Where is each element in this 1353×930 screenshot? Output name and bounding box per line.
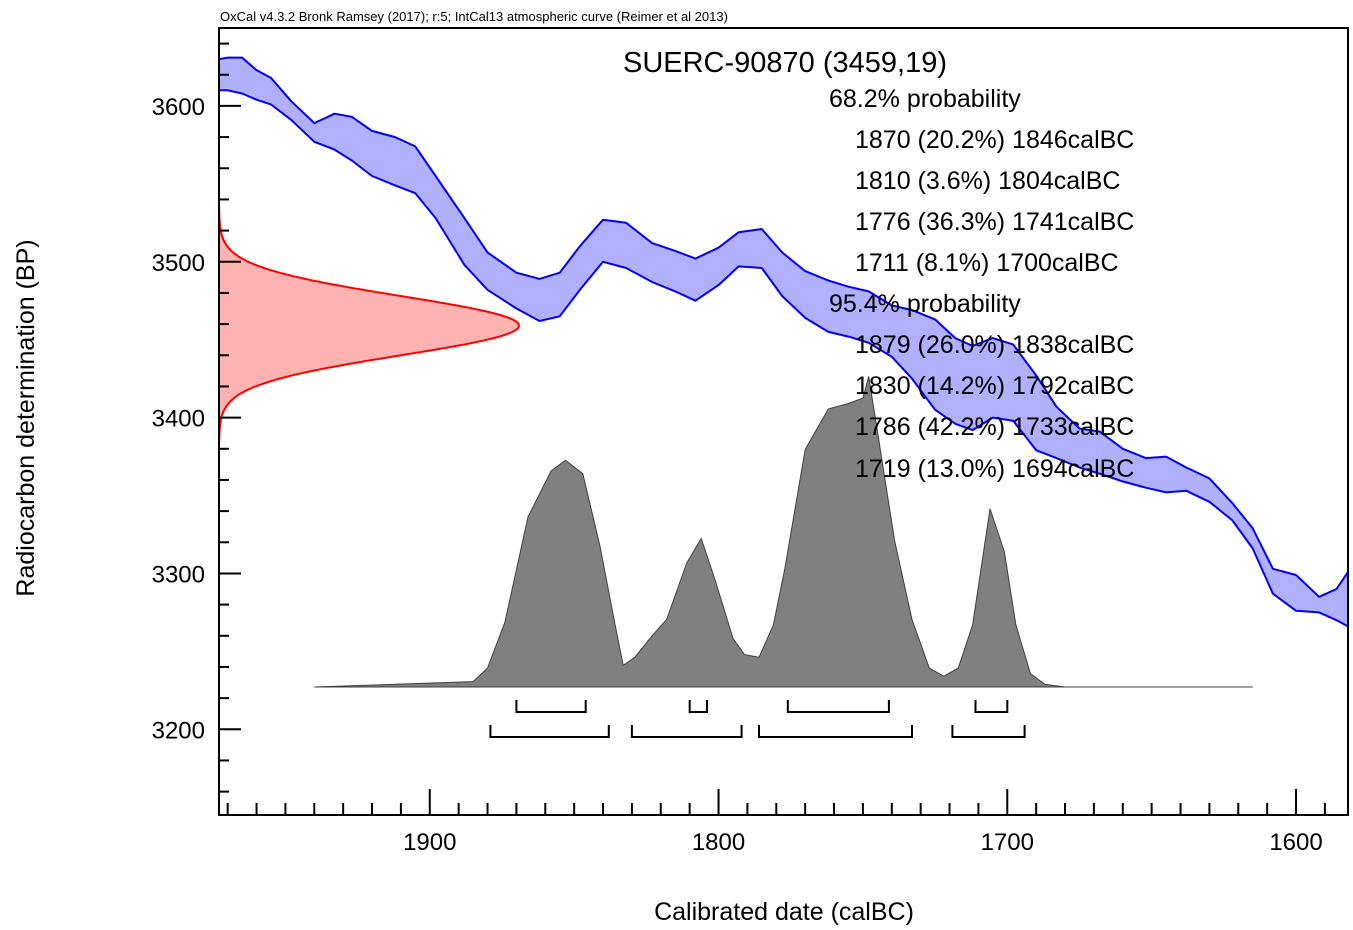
probability-text-block: 68.2% probability 1870 (20.2%) 1846calBC… [829, 85, 1134, 483]
y-tick-label: 3300 [152, 561, 205, 588]
range-68-bracket-2 [688, 700, 708, 713]
prob-line-68-2: 1810 (3.6%) 1804calBC [855, 167, 1120, 195]
range-68-bracket-4 [974, 700, 1009, 713]
x-tick-label: 1800 [692, 829, 745, 856]
measurement-distribution [219, 206, 521, 446]
range-95-bracket-2 [630, 725, 743, 738]
prob-line-68-3: 1776 (36.3%) 1741calBC [855, 208, 1134, 236]
y-tick-label: 3200 [152, 717, 205, 744]
plot-content [219, 56, 1348, 738]
prob-line-68-4: 1711 (8.1%) 1700calBC [855, 249, 1119, 277]
chart-header: OxCal v4.3.2 Bronk Ramsey (2017); r:5; I… [220, 9, 728, 24]
range-68-bracket-3 [786, 700, 890, 713]
prob-line-95-2: 1830 (14.2%) 1792calBC [855, 372, 1134, 400]
calibration-curve-band [219, 56, 1348, 628]
prob-line-95-3: 1786 (42.2%) 1733calBC [855, 413, 1134, 441]
x-axis-label: Calibrated date (calBC) [654, 898, 914, 926]
range-95-bracket-4 [951, 725, 1026, 738]
prob-heading-68: 68.2% probability [829, 85, 1021, 113]
prob-line-68-1: 1870 (20.2%) 1846calBC [855, 126, 1134, 154]
y-axis-label: Radiocarbon determination (BP) [12, 239, 40, 596]
y-tick-label: 3600 [152, 94, 205, 121]
axes: 1900 1800 1700 1600 3200 3300 3400 3500 3600 [152, 27, 1349, 856]
posterior-distribution [314, 376, 1253, 688]
plot-area [219, 56, 1348, 738]
plot-frame [218, 27, 1349, 816]
chart-title: SUERC-90870 (3459,19) [623, 47, 947, 79]
range-95-bracket-1 [489, 725, 610, 738]
prob-line-95-4: 1719 (13.0%) 1694calBC [855, 455, 1134, 483]
x-tick-label: 1900 [403, 829, 456, 856]
range-95-bracket-3 [758, 725, 913, 738]
prob-heading-95: 95.4% probability [829, 290, 1021, 318]
prob-line-95-1: 1879 (26.0%) 1838calBC [855, 331, 1134, 359]
range-68-bracket-1 [515, 700, 587, 713]
x-tick-label: 1700 [981, 829, 1034, 856]
x-tick-label: 1600 [1269, 829, 1322, 856]
y-tick-label: 3500 [152, 250, 205, 277]
y-tick-label: 3400 [152, 406, 205, 433]
